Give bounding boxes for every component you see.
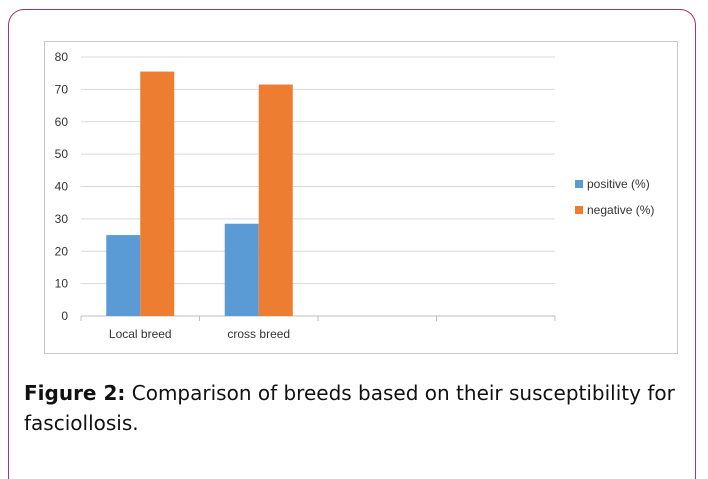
y-tick-label: 10 [55,277,69,291]
y-tick-label: 50 [55,147,69,161]
y-tick-label: 40 [55,180,69,194]
y-tick-label: 60 [55,115,69,129]
figure-caption: Figure 2: Comparison of breeds based on … [24,378,696,438]
bar [106,235,141,316]
y-tick-label: 20 [55,244,69,258]
bar [140,71,175,316]
y-tick-label: 30 [55,212,69,226]
y-tick-label: 70 [55,82,69,96]
y-tick-label: 0 [61,309,68,323]
caption-label: Figure 2: [24,381,126,405]
x-tick-label: cross breed [227,327,290,341]
legend-label: negative (%) [587,203,654,217]
caption-text: Comparison of breeds based on their susc… [24,381,675,435]
legend-swatch [575,206,583,214]
legend-label: positive (%) [587,177,650,191]
x-tick-label: Local breed [109,327,172,341]
bar [258,84,293,316]
bar [224,223,259,316]
legend-swatch [575,180,583,188]
y-tick-label: 80 [55,50,69,64]
